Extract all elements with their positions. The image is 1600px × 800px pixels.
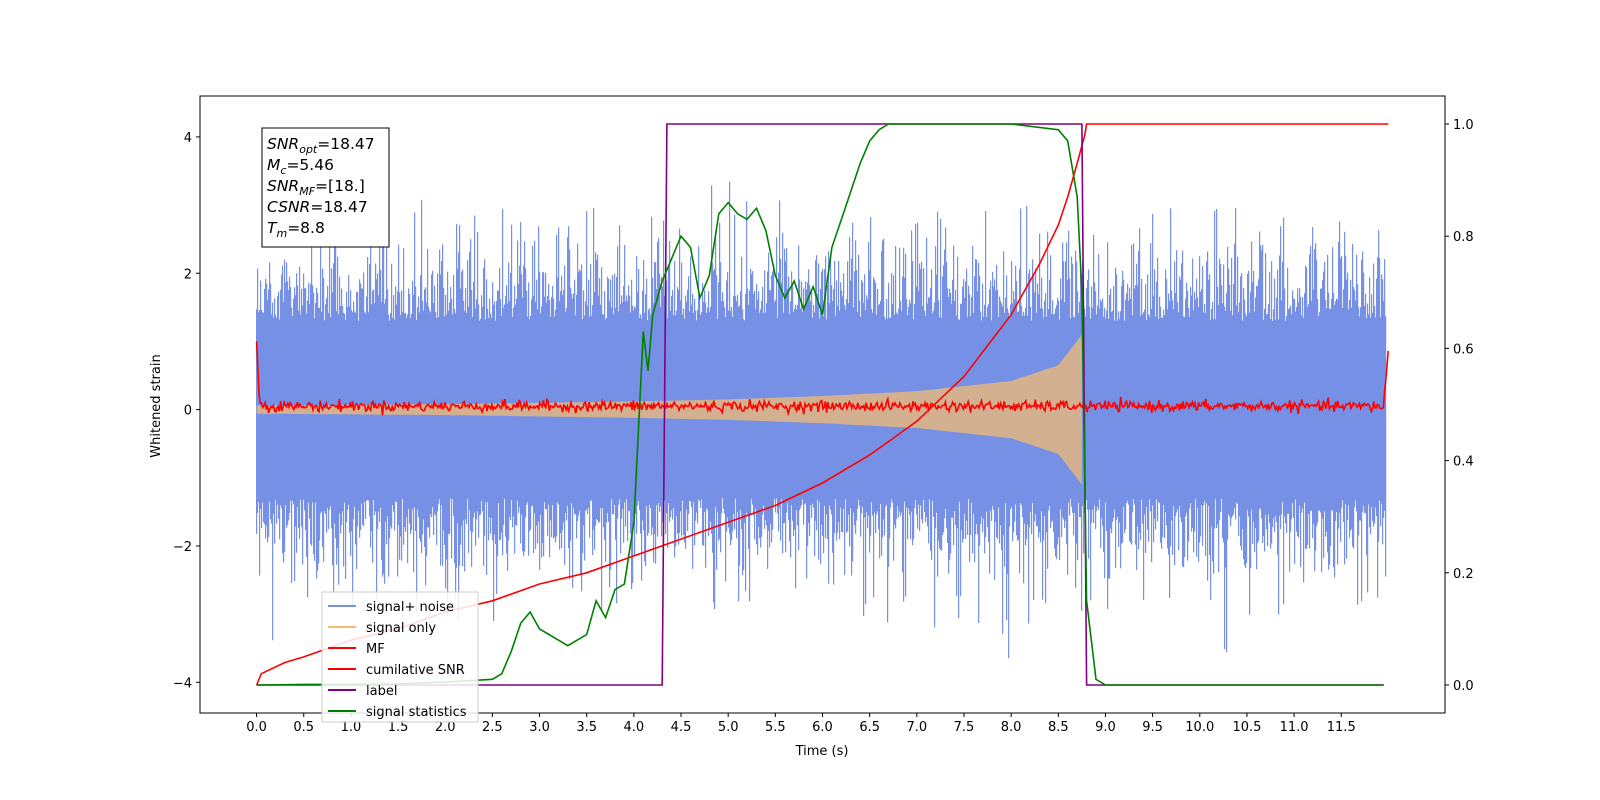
legend-frame xyxy=(321,591,479,723)
x-tick-label: 1.0 xyxy=(341,720,362,735)
x-tick-label: 6.0 xyxy=(812,720,833,735)
y-axis-right: 0.0 0.2 0.4 0.6 0.8 1.0 xyxy=(1445,118,1474,694)
y-right-tick-label: 0.2 xyxy=(1453,567,1474,582)
stats-annotation: SNRopt=18.47 Mc=5.46 SNRMF=[18.] CSNR=18… xyxy=(261,127,390,248)
legend: signal+ noise signal only MF cumilative SNR… xyxy=(321,591,479,723)
annotation-csnr: CSNR=18.47 xyxy=(267,198,368,216)
x-axis-title: Time (s) xyxy=(795,744,849,759)
y-right-tick-label: 0.8 xyxy=(1453,230,1474,245)
signal-statistics-trace xyxy=(256,123,1384,686)
legend-label: signal statistics xyxy=(366,705,467,720)
legend-label: MF xyxy=(366,642,385,657)
x-tick-label: 10.5 xyxy=(1232,720,1261,735)
x-tick-label: 2.0 xyxy=(435,720,456,735)
y-axis-left-title: Whitened strain xyxy=(149,354,164,457)
x-tick-label: 0.5 xyxy=(293,720,314,735)
series-signal-statistics xyxy=(256,123,1384,686)
x-tick-label: 8.0 xyxy=(1001,720,1022,735)
y-right-tick-label: 0.4 xyxy=(1453,455,1474,470)
y-right-tick-label: 0.6 xyxy=(1453,342,1474,357)
y-left-tick-label: 0 xyxy=(184,404,192,419)
x-tick-label: 8.5 xyxy=(1048,720,1069,735)
series-signal-only xyxy=(256,334,1082,485)
x-tick-label: 3.5 xyxy=(576,720,597,735)
legend-label: cumilative SNR xyxy=(366,663,465,678)
x-tick-label: 7.0 xyxy=(906,720,927,735)
annotation-mc: Mc=5.46 xyxy=(267,156,334,177)
y-axis-left: −4 −2 0 2 4 xyxy=(173,131,200,691)
series-layer xyxy=(255,123,1389,686)
legend-item-signal-noise: signal+ noise xyxy=(328,600,454,615)
legend-item-label: label xyxy=(328,684,397,699)
x-tick-label: 4.0 xyxy=(624,720,645,735)
x-tick-label: 9.5 xyxy=(1142,720,1163,735)
series-mf xyxy=(255,341,1389,417)
y-left-tick-label: 4 xyxy=(184,131,192,146)
y-left-tick-label: 2 xyxy=(184,267,192,282)
legend-item-signal-statistics: signal statistics xyxy=(328,705,467,720)
y-left-tick-label: −4 xyxy=(173,676,192,691)
annotation-snr-opt: SNRopt=18.47 xyxy=(267,135,375,156)
x-tick-label: 11.5 xyxy=(1327,720,1356,735)
x-tick-label: 5.0 xyxy=(718,720,739,735)
legend-item-signal-only: signal only xyxy=(328,621,436,636)
x-axis: 0.0 0.5 1.0 1.5 2.0 2.5 3.0 3.5 4.0 4.5 5.0 5.5 6.0 6… xyxy=(246,713,1356,735)
y-left-tick-label: −2 xyxy=(173,540,192,555)
y-right-tick-label: 1.0 xyxy=(1453,118,1474,133)
annotation-frame xyxy=(261,127,390,248)
x-tick-label: 11.0 xyxy=(1280,720,1309,735)
x-tick-label: 7.5 xyxy=(954,720,975,735)
annotation-tm: Tm=8.8 xyxy=(267,219,325,240)
annotation-snr-mf: SNRMF=[18.] xyxy=(267,177,365,198)
y-right-tick-label: 0.0 xyxy=(1453,679,1474,694)
x-tick-label: 0.0 xyxy=(246,720,267,735)
legend-items: signal+ noise signal only MF cumilative SNR… xyxy=(328,600,467,720)
x-tick-label: 2.5 xyxy=(482,720,503,735)
legend-label: signal only xyxy=(366,621,436,636)
x-tick-label: 9.0 xyxy=(1095,720,1116,735)
x-tick-label: 4.5 xyxy=(671,720,692,735)
signal-only-trace xyxy=(256,334,1082,485)
legend-item-cumilative-snr: cumilative SNR xyxy=(328,663,465,678)
x-tick-label: 6.5 xyxy=(859,720,880,735)
legend-label: signal+ noise xyxy=(366,600,454,615)
x-tick-label: 3.0 xyxy=(529,720,550,735)
x-tick-label: 10.0 xyxy=(1185,720,1214,735)
x-tick-label: 5.5 xyxy=(765,720,786,735)
x-tick-label: 1.5 xyxy=(388,720,409,735)
mf-trace xyxy=(255,341,1389,417)
legend-label: label xyxy=(366,684,397,699)
legend-item-mf: MF xyxy=(328,642,385,657)
